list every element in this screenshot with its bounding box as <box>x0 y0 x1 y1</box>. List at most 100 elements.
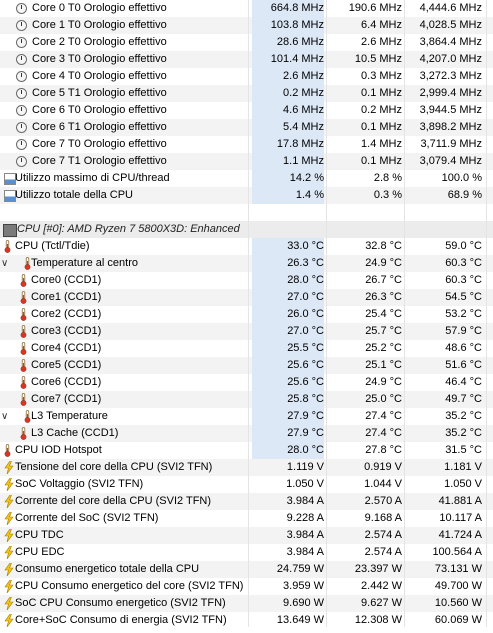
sensor-row[interactable]: Core 1 T0 Orologio effettivo 103.8 MHz 6.4… <box>0 17 493 34</box>
sensor-row[interactable]: Tensione del core della CPU (SVI2 TFN) 1.… <box>0 459 493 476</box>
sensor-row[interactable]: Core0 (CCD1) 28.0 °C 26.7 °C 60.3 °C <box>0 272 493 289</box>
min-value: 6.4 MHz <box>361 19 402 31</box>
min-value: 25.0 °C <box>365 393 402 405</box>
clock-icon <box>16 139 27 150</box>
current-value: 25.6 °C <box>252 357 324 374</box>
sensor-row[interactable]: Core 2 T0 Orologio effettivo 28.6 MHz 2.6 … <box>0 34 493 51</box>
max-value: 60.3 °C <box>445 257 482 269</box>
sensor-row[interactable]: CPU Consumo energetico del core (SVI2 TF… <box>0 578 493 595</box>
sensor-row[interactable]: Core+SoC Consumo di energia (SVI2 TFN) 13… <box>0 612 493 629</box>
thermometer-icon <box>20 325 27 338</box>
sensor-label: Corrente del core della CPU (SVI2 TFN) <box>15 495 212 507</box>
max-value: 60.3 °C <box>445 274 482 286</box>
sensor-row[interactable]: Corrente del core della CPU (SVI2 TFN) 3.… <box>0 493 493 510</box>
sensor-row[interactable]: Core 5 T1 Orologio effettivo 0.2 MHz 0.1 M… <box>0 85 493 102</box>
max-value: 73.131 W <box>434 563 482 575</box>
column-divider <box>248 0 249 627</box>
min-value: 0.1 MHz <box>361 87 402 99</box>
sensor-label: Utilizzo massimo di CPU/thread <box>15 172 170 184</box>
sensor-row[interactable]: SoC CPU Consumo energetico (SVI2 TFN) 9.6… <box>0 595 493 612</box>
sensor-row[interactable]: Core 0 T0 Orologio effettivo 664.8 MHz 190… <box>0 0 493 17</box>
max-value: 35.2 °C <box>445 410 482 422</box>
sensor-row[interactable]: Core 3 T0 Orologio effettivo 101.4 MHz 10.… <box>0 51 493 68</box>
sensor-label: SoC Voltaggio (SVI2 TFN) <box>15 478 144 490</box>
current-value: 28.0 °C <box>252 272 324 289</box>
max-value: 4,028.5 MHz <box>419 19 482 31</box>
min-value: 26.7 °C <box>365 274 402 286</box>
sensor-row[interactable]: CPU (Tctl/Tdie) 33.0 °C 32.8 °C 59.0 °C <box>0 238 493 255</box>
max-value: 53.2 °C <box>445 308 482 320</box>
lightning-bolt-icon <box>4 613 14 628</box>
clock-icon <box>16 88 27 99</box>
current-value: 4.6 MHz <box>252 102 324 119</box>
sensor-label: CPU TDC <box>15 529 64 541</box>
min-value: 9.627 W <box>361 597 402 609</box>
max-value: 60.069 W <box>434 614 482 626</box>
thermometer-icon <box>20 359 27 372</box>
thermometer-icon <box>20 342 27 355</box>
sensor-row[interactable]: Core7 (CCD1) 25.8 °C 25.0 °C 49.7 °C <box>0 391 493 408</box>
sensor-row[interactable]: Core3 (CCD1) 27.0 °C 25.7 °C 57.9 °C <box>0 323 493 340</box>
current-value: 26.0 °C <box>252 306 324 323</box>
max-value: 10.560 W <box>434 597 482 609</box>
sensor-row[interactable]: Core 7 T0 Orologio effettivo 17.8 MHz 1.4 … <box>0 136 493 153</box>
sensor-row[interactable]: Core6 (CCD1) 25.6 °C 24.9 °C 46.4 °C <box>0 374 493 391</box>
lightning-bolt-icon <box>4 579 14 594</box>
max-value: 100.0 % <box>441 172 482 184</box>
sensor-row[interactable]: Core2 (CCD1) 26.0 °C 25.4 °C 53.2 °C <box>0 306 493 323</box>
min-value: 2.574 A <box>364 529 402 541</box>
sensor-label: L3 Temperature <box>31 410 108 422</box>
sensor-label: Core 6 T0 Orologio effettivo <box>32 104 167 116</box>
expand-chevron-icon[interactable]: ∨ <box>1 411 9 422</box>
max-value: 49.7 °C <box>445 393 482 405</box>
min-value: 32.8 °C <box>365 240 402 252</box>
sensor-label: Core4 (CCD1) <box>31 342 102 354</box>
min-value: 10.5 MHz <box>354 53 402 65</box>
sensor-row[interactable]: ∨ Temperature al centro 26.3 °C 24.9 °C 60.3… <box>0 255 493 272</box>
sensor-label: Core1 (CCD1) <box>31 291 102 303</box>
section-header[interactable]: CPU [#0]: AMD Ryzen 7 5800X3D: Enhanced <box>0 221 493 238</box>
sensor-label: CPU EDC <box>15 546 65 558</box>
min-value: 27.4 °C <box>365 427 402 439</box>
sensor-row[interactable]: CPU EDC 3.984 A 2.574 A 100.564 A <box>0 544 493 561</box>
sensor-row[interactable]: ∨ L3 Temperature 27.9 °C 27.4 °C 35.2 °C <box>0 408 493 425</box>
sensor-row[interactable]: CPU IOD Hotspot 28.0 °C 27.8 °C 31.5 °C <box>0 442 493 459</box>
sensor-row[interactable]: Core 4 T0 Orologio effettivo 2.6 MHz 0.3 M… <box>0 68 493 85</box>
clock-icon <box>16 71 27 82</box>
min-value: 26.3 °C <box>365 291 402 303</box>
min-value: 25.4 °C <box>365 308 402 320</box>
current-value: 1.4 % <box>252 187 324 204</box>
current-value: 25.6 °C <box>252 374 324 391</box>
max-value: 49.700 W <box>434 580 482 592</box>
sensor-row[interactable]: L3 Cache (CCD1) 27.9 °C 27.4 °C 35.2 °C <box>0 425 493 442</box>
sensor-label: CPU (Tctl/Tdie) <box>15 240 90 252</box>
min-value: 2.570 A <box>364 495 402 507</box>
thermometer-icon <box>4 444 11 457</box>
sensor-row[interactable]: Consumo energetico totale della CPU 24.75… <box>0 561 493 578</box>
sensor-row[interactable]: SoC Voltaggio (SVI2 TFN) 1.050 V 1.044 V 1.… <box>0 476 493 493</box>
expand-chevron-icon[interactable]: ∨ <box>1 258 9 269</box>
current-value: 3.984 A <box>286 546 324 558</box>
clock-icon <box>16 156 27 167</box>
sensor-row[interactable]: Utilizzo massimo di CPU/thread 14.2 % 2.8 … <box>0 170 493 187</box>
min-value: 27.8 °C <box>365 444 402 456</box>
sensor-row[interactable]: Core 6 T0 Orologio effettivo 4.6 MHz 0.2 M… <box>0 102 493 119</box>
sensor-row[interactable]: Core 7 T1 Orologio effettivo 1.1 MHz 0.1 M… <box>0 153 493 170</box>
sensor-row[interactable]: Utilizzo totale della CPU 1.4 % 0.3 % 68.9 … <box>0 187 493 204</box>
max-value: 48.6 °C <box>445 342 482 354</box>
sensor-row[interactable]: CPU TDC 3.984 A 2.574 A 41.724 A <box>0 527 493 544</box>
sensor-label: Temperature al centro <box>31 257 138 269</box>
sensor-row[interactable]: Core 6 T1 Orologio effettivo 5.4 MHz 0.1 M… <box>0 119 493 136</box>
sensor-row[interactable]: Core4 (CCD1) 25.5 °C 25.2 °C 48.6 °C <box>0 340 493 357</box>
current-value: 1.1 MHz <box>252 153 324 170</box>
max-value: 1.050 V <box>444 478 482 490</box>
sensor-row[interactable]: Core5 (CCD1) 25.6 °C 25.1 °C 51.6 °C <box>0 357 493 374</box>
lightning-bolt-icon <box>4 511 14 526</box>
sensor-row[interactable]: Corrente del SoC (SVI2 TFN) 9.228 A 9.168 … <box>0 510 493 527</box>
sensor-label: Tensione del core della CPU (SVI2 TFN) <box>15 461 213 473</box>
sensor-label: Core0 (CCD1) <box>31 274 102 286</box>
lightning-bolt-icon <box>4 494 14 509</box>
sensor-label: Core2 (CCD1) <box>31 308 102 320</box>
sensor-row[interactable]: Core1 (CCD1) 27.0 °C 26.3 °C 54.5 °C <box>0 289 493 306</box>
